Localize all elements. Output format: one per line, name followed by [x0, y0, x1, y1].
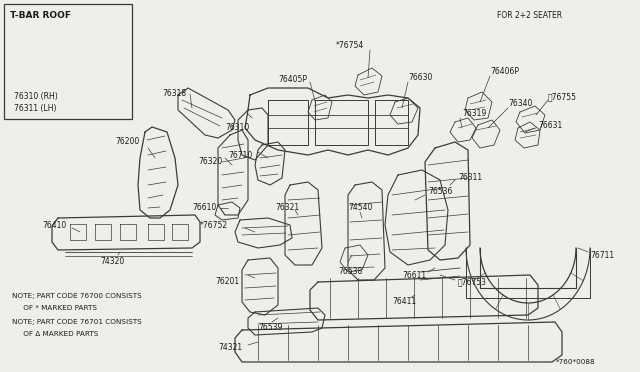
Text: 76611: 76611 — [402, 270, 426, 279]
Text: OF * MARKED PARTS: OF * MARKED PARTS — [12, 305, 97, 311]
Text: 76753: 76753 — [458, 278, 487, 286]
Text: 76711: 76711 — [590, 250, 614, 260]
Text: 76321: 76321 — [275, 203, 299, 212]
Text: 76406P: 76406P — [490, 67, 519, 77]
Text: 76538: 76538 — [338, 267, 362, 276]
Text: 76610: 76610 — [192, 203, 216, 212]
Text: 76630: 76630 — [408, 74, 433, 83]
Text: 76340: 76340 — [508, 99, 532, 109]
Text: 76405P: 76405P — [278, 76, 307, 84]
Text: 76536: 76536 — [428, 187, 452, 196]
Text: 76310: 76310 — [225, 124, 249, 132]
Text: 76411: 76411 — [392, 298, 416, 307]
Text: 76201: 76201 — [215, 278, 239, 286]
Text: *76752: *76752 — [200, 221, 228, 231]
Text: 76200: 76200 — [115, 138, 140, 147]
Text: 74540: 74540 — [348, 203, 372, 212]
Text: 76710: 76710 — [228, 151, 252, 160]
Text: FOR 2+2 SEATER: FOR 2+2 SEATER — [497, 12, 562, 20]
Text: 76410: 76410 — [42, 221, 67, 231]
Text: 76755: 76755 — [548, 93, 577, 102]
Text: 76310 (RH): 76310 (RH) — [14, 92, 58, 100]
Text: 74321: 74321 — [218, 343, 242, 353]
Text: 76311: 76311 — [458, 173, 482, 182]
Text: *76754: *76754 — [336, 42, 364, 51]
Text: OF Δ MARKED PARTS: OF Δ MARKED PARTS — [12, 331, 99, 337]
Text: 76631: 76631 — [538, 121, 563, 129]
Text: T-BAR ROOF: T-BAR ROOF — [10, 12, 71, 20]
Text: 76319: 76319 — [462, 109, 486, 119]
FancyBboxPatch shape — [4, 4, 132, 119]
Text: 76311 (LH): 76311 (LH) — [14, 103, 56, 112]
Text: 74320: 74320 — [100, 257, 124, 266]
Text: 76320: 76320 — [198, 157, 222, 167]
Text: NOTE; PART CODE 76700 CONSISTS: NOTE; PART CODE 76700 CONSISTS — [12, 293, 141, 299]
Text: *760*0088: *760*0088 — [556, 359, 596, 365]
Text: NOTE; PART CODE 76701 CONSISTS: NOTE; PART CODE 76701 CONSISTS — [12, 319, 141, 325]
Text: 76539: 76539 — [258, 324, 282, 333]
Text: 76318: 76318 — [162, 90, 186, 99]
